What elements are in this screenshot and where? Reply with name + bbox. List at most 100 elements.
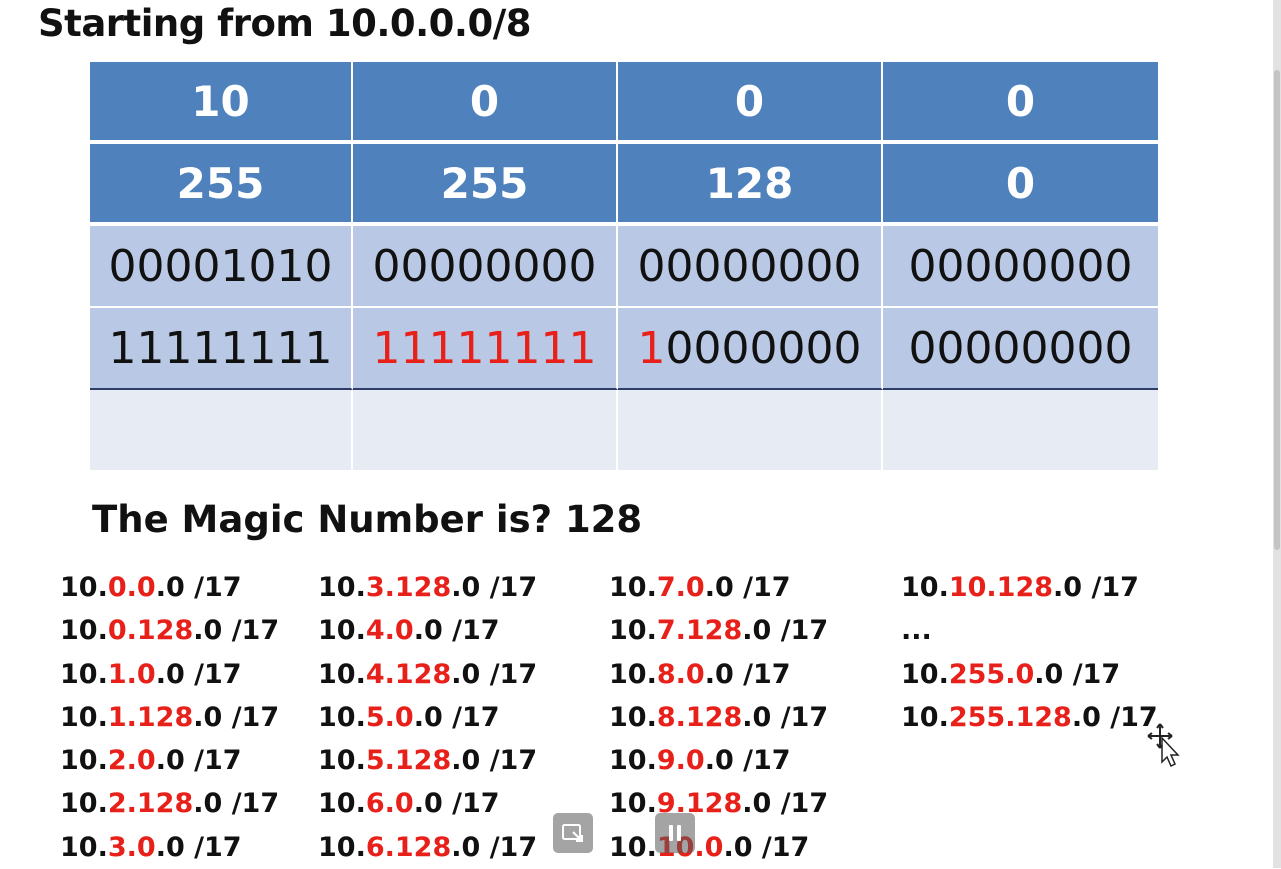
pause-icon [669,825,681,841]
subnet-suffix: .0 /17 [723,831,810,863]
mask-binary-1-bits: 11111111 [108,322,333,374]
subnet-suffix: .0 /17 [742,615,829,647]
subnet-prefix: 10. [318,658,366,690]
subnet-prefix: 10. [60,615,108,647]
subnet-prefix: 10. [318,831,366,863]
subnet-suffix: .0 /17 [1053,572,1139,603]
mask-octet-3: 128 [618,144,883,226]
subnet-suffix: .0 /17 [451,745,538,777]
subnet-suffix: .0 /17 [413,701,500,733]
subnet-varying-octets: 8.0 [656,658,705,690]
subnet-suffix: .0 /17 [155,572,242,603]
ip-octet-4: 0 [883,62,1158,144]
subnet-varying-octets: 1.0 [107,658,156,690]
subnet-prefix: 10. [609,745,657,777]
subnet-varying-octets: 2.0 [107,745,156,777]
ip-binary-4: 00000000 [883,226,1158,308]
subnet-prefix: 10. [318,788,366,820]
subnet-list-item: 10.255.128.0 /17 [901,696,1158,739]
subnet-suffix: .0 /17 [451,658,538,690]
subnet-varying-octets: 4.128 [365,658,452,690]
subnet-list-item: 10.9.128.0 /17 [609,782,828,825]
subnet-prefix: 10. [609,788,657,820]
subnet-list-col-4: 10.10.128.0 /17... 10.255.0.0 /17 10.255.1… [901,566,1158,739]
subnet-list-item: 10.3.0.0 /17 [60,826,279,869]
subnet-list-item: 10.9.0.0 /17 [609,739,828,782]
subnet-table: 10 0 0 0 255 255 128 0 00001010 00000000… [90,62,1158,470]
subnet-list-item: 10.1.0.0 /17 [60,653,279,696]
subnet-list-item: 10.3.128.0 /17 [318,566,537,609]
subnet-prefix: 10. [60,745,108,777]
subnet-suffix: .0 /17 [1034,658,1121,690]
subnet-varying-octets: 255.128 [948,701,1072,733]
subnet-prefix: 10. [60,658,108,690]
screen-fit-icon [562,824,583,842]
fit-screen-button[interactable] [553,813,593,853]
subnet-prefix: 10. [318,701,366,733]
subnet-varying-octets: 9.0 [656,745,705,777]
slide-title: Starting from 10.0.0.0/8 [38,2,531,45]
subnet-varying-octets: 3.128 [365,572,452,603]
subnet-prefix: 10. [609,701,657,733]
subnet-prefix: 10. [609,658,657,690]
subnet-prefix: 10. [609,831,657,863]
subnet-varying-octets: 6.0 [365,788,414,820]
subnet-list-item: 10.2.0.0 /17 [60,739,279,782]
subnet-suffix: .0 /17 [193,701,280,733]
subnet-varying-octets: 8.128 [656,701,743,733]
subnet-list-item: 10.7.0.0 /17 [609,566,828,609]
mask-octet-2: 255 [353,144,618,226]
subnet-prefix: 10. [318,745,366,777]
subnet-prefix: 10. [60,788,108,820]
pause-button[interactable] [655,813,695,853]
subnet-prefix: 10. [901,658,949,690]
scrollbar-thumb[interactable] [1274,70,1280,550]
mask-binary-2-network-bits: 11111111 [372,322,597,374]
ip-binary-3: 00000000 [618,226,883,308]
mask-binary-4-bits: 00000000 [908,322,1133,374]
subnet-prefix: 10. [609,615,657,647]
subnet-prefix: 10. [60,831,108,863]
subnet-prefix: 10. [318,615,366,647]
mask-binary-3-bits: 0000000 [665,322,862,374]
subnet-list-col-1: 10.0.0.0 /17 10.0.128.0 /17 10.1.0.0 /17 10… [60,566,279,869]
subnet-varying-octets: 7.128 [656,615,743,647]
subnet-suffix: .0 /17 [451,831,538,863]
subnet-suffix: .0 /17 [1071,701,1158,733]
subnet-suffix: .0 /17 [704,745,791,777]
subnet-list-item: 10.6.128.0 /17 [318,826,537,869]
subnet-list-item: 10.255.0.0 /17 [901,653,1158,696]
subnet-varying-octets: 255.0 [948,658,1035,690]
ip-octet-3: 0 [618,62,883,144]
subnet-list-item: 10.8.128.0 /17 [609,696,828,739]
subnet-list-item: 10.0.128.0 /17 [60,609,279,652]
subnet-list-item: 10.5.128.0 /17 [318,739,537,782]
subnet-list-item: 10.10.0.0 /17 [609,826,828,869]
mask-octet-4: 0 [883,144,1158,226]
subnet-varying-octets: 0.0 [107,572,156,603]
subnet-varying-octets: 2.128 [107,788,194,820]
subnet-list-item: 10.0.0.0 /17 [60,566,279,609]
subnet-prefix: ... [901,615,932,647]
subnet-suffix: .0 /17 [193,615,280,647]
empty-cell [353,390,618,470]
subnet-suffix: .0 /17 [742,701,829,733]
subnet-list-item: 10.8.0.0 /17 [609,653,828,696]
empty-cell [883,390,1158,470]
subnet-list-col-2: 10.3.128.0 /17 10.4.0.0 /17 10.4.128.0 /17… [318,566,537,869]
empty-cell [618,390,883,470]
subnet-suffix: .0 /17 [742,788,829,820]
vertical-scrollbar[interactable] [1273,0,1281,868]
subnet-list-item: ... [901,609,1158,652]
ip-octet-1: 10 [90,62,353,144]
subnet-list-item: 10.7.128.0 /17 [609,609,828,652]
empty-cell [90,390,353,470]
subnet-prefix: 10. [60,572,108,603]
subnet-list-item: 10.2.128.0 /17 [60,782,279,825]
move-cursor-icon [1147,723,1180,768]
subnet-list-item: 10.4.0.0 /17 [318,609,537,652]
subnet-prefix: 10. [609,572,657,603]
subnet-suffix: .0 /17 [704,572,791,603]
subnet-varying-octets: 4.0 [365,615,414,647]
mask-binary-3: 1 0000000 [618,308,883,390]
